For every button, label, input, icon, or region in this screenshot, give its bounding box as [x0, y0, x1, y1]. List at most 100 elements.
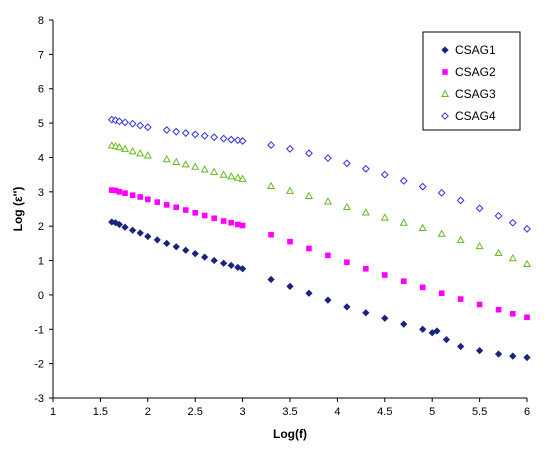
data-point	[145, 196, 151, 203]
data-point	[153, 236, 161, 244]
y-axis-label: Log (ε'')	[11, 187, 25, 232]
data-point	[285, 186, 295, 194]
data-point	[522, 259, 532, 268]
data-point	[228, 219, 235, 226]
data-point	[342, 202, 351, 210]
data-point	[121, 118, 129, 127]
data-point	[116, 189, 123, 195]
x-tick-label: 3.5	[282, 406, 297, 418]
data-point	[200, 165, 209, 173]
data-point	[115, 142, 124, 151]
legend-box	[422, 31, 521, 131]
data-point	[286, 144, 294, 153]
data-point	[115, 220, 123, 229]
data-point	[399, 218, 408, 226]
legend-marker	[442, 69, 448, 75]
data-point	[419, 284, 426, 291]
data-point	[456, 196, 465, 205]
data-point	[182, 207, 189, 213]
y-tick-label: 2	[38, 221, 44, 233]
data-point	[380, 170, 389, 179]
data-point	[144, 232, 152, 241]
data-point	[305, 149, 313, 158]
data-point	[523, 353, 531, 362]
data-point	[210, 133, 219, 142]
data-point	[523, 225, 531, 233]
data-point	[128, 119, 137, 128]
data-point	[457, 296, 464, 302]
data-point	[361, 208, 370, 216]
x-tick-label: 3	[240, 406, 246, 418]
legend-label: CSAG2	[455, 65, 496, 79]
x-tick-label: 1.5	[93, 406, 108, 418]
data-point	[227, 261, 235, 269]
x-tick-label: 4.5	[377, 406, 392, 418]
data-point	[267, 141, 275, 149]
data-point	[219, 134, 228, 143]
data-point	[173, 204, 180, 211]
data-point	[323, 197, 332, 205]
legend-marker	[440, 89, 450, 98]
legend-label: CSAG1	[455, 43, 496, 57]
data-point	[363, 265, 369, 272]
x-axis-label: Log(f)	[273, 427, 307, 441]
y-tick-label: 6	[38, 84, 44, 96]
data-point	[418, 182, 427, 191]
data-point	[494, 350, 503, 358]
data-point	[154, 199, 161, 205]
data-point	[210, 256, 218, 265]
x-tick-label: 5.5	[472, 406, 487, 418]
data-point	[361, 164, 370, 173]
data-point	[324, 296, 332, 304]
series-csag3	[107, 141, 532, 268]
series-csag1	[108, 218, 531, 362]
data-point	[128, 147, 137, 155]
data-point	[509, 352, 517, 360]
data-point	[344, 259, 350, 266]
data-point	[268, 231, 274, 238]
data-point	[235, 221, 241, 228]
data-point	[400, 320, 408, 328]
data-point	[494, 248, 503, 257]
data-point	[143, 151, 152, 159]
data-point	[181, 160, 190, 168]
data-point	[267, 275, 275, 284]
data-point	[475, 241, 484, 250]
data-point	[399, 176, 408, 185]
x-tick-label: 2	[145, 406, 151, 418]
data-point	[172, 243, 180, 251]
data-point	[136, 149, 145, 157]
data-point	[495, 306, 502, 313]
data-point	[191, 162, 200, 170]
data-point	[475, 204, 484, 213]
y-tick-label: 1	[38, 256, 44, 268]
data-point	[191, 250, 199, 258]
data-point	[456, 235, 465, 243]
axes: 1 1.5 2 2.5 3 3.5 4 4.5 5 5.5 6 -3 -2 -1 0 1 2 3 4 5 6 7 8	[34, 15, 530, 418]
data-point	[266, 181, 276, 190]
data-point	[304, 191, 314, 200]
data-point	[442, 335, 451, 344]
data-point	[219, 170, 228, 178]
series-csag2	[108, 187, 530, 321]
data-point	[400, 278, 407, 284]
x-tick-label: 6	[524, 406, 530, 418]
data-point	[108, 187, 115, 193]
data-point	[163, 239, 171, 247]
y-tick-label: 8	[38, 15, 44, 27]
data-point	[172, 127, 181, 136]
data-point	[508, 253, 517, 262]
data-point	[286, 282, 294, 290]
data-point	[382, 272, 388, 278]
data-point	[115, 117, 124, 126]
data-point	[121, 223, 129, 231]
y-tick-label: -1	[34, 324, 44, 336]
data-point	[181, 129, 190, 137]
legend-marker	[441, 46, 449, 54]
data-point	[418, 223, 427, 231]
data-point	[136, 121, 145, 130]
data-point	[201, 212, 208, 219]
data-point	[162, 154, 171, 163]
